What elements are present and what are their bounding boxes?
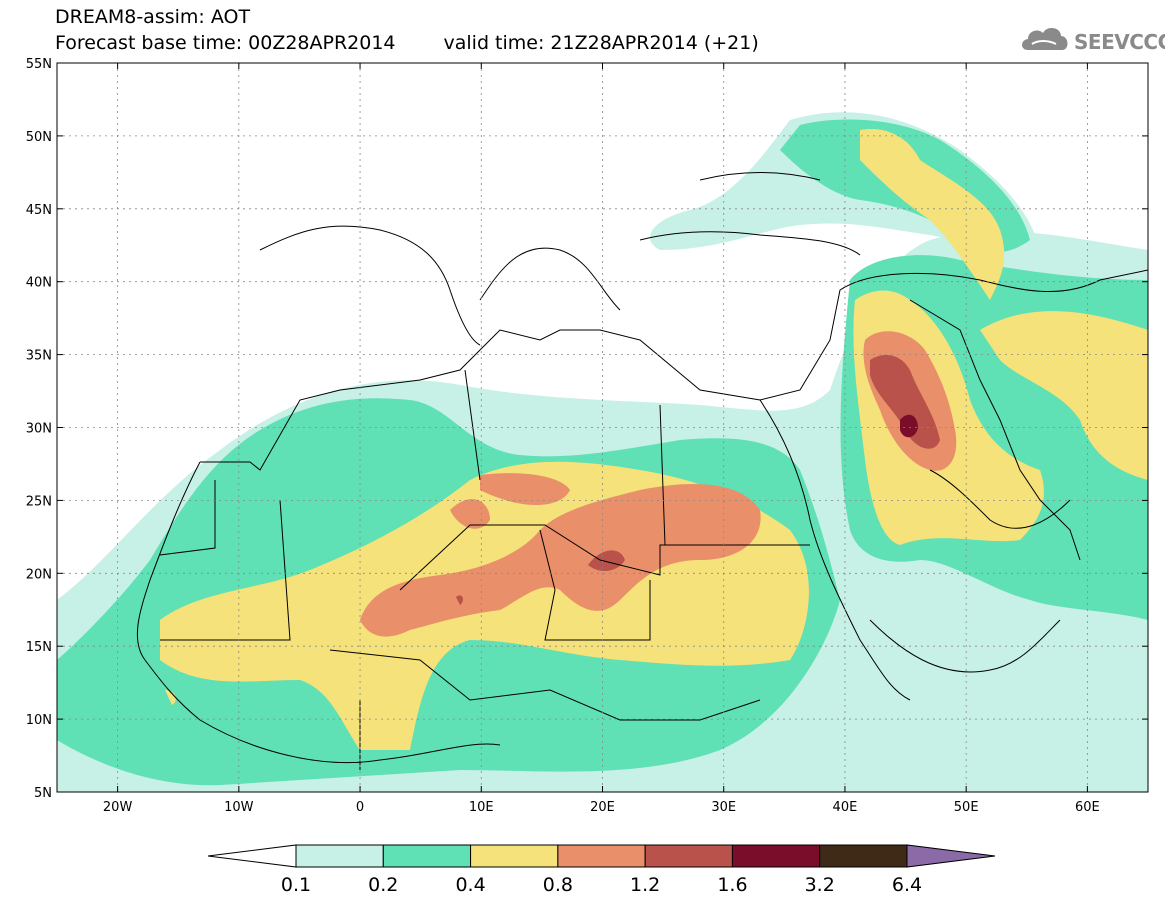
lat-label: 25N bbox=[26, 494, 52, 509]
lat-label: 5N bbox=[34, 786, 52, 801]
colorbar-box bbox=[382, 844, 472, 868]
lon-label: 10E bbox=[469, 800, 494, 815]
colorbar-box bbox=[470, 844, 559, 868]
lon-label: 10W bbox=[224, 800, 254, 815]
colorbar-labels: 0.1 0.2 0.4 0.8 1.2 1.6 3.2 6.4 bbox=[281, 874, 922, 896]
lat-label: 40N bbox=[26, 276, 52, 291]
colorbar bbox=[207, 844, 996, 868]
coastlines bbox=[136, 172, 1148, 770]
colorbar-box bbox=[295, 844, 384, 868]
lat-label: 55N bbox=[26, 57, 52, 72]
aot-contours bbox=[57, 112, 1148, 792]
map-title: DREAM8-assim: AOT bbox=[55, 6, 251, 28]
lat-label: 10N bbox=[26, 713, 52, 728]
forecast-base-time: Forecast base time: 00Z28APR2014 bbox=[55, 32, 396, 54]
colorbar-box bbox=[731, 844, 821, 868]
colorbar-label: 0.4 bbox=[455, 874, 485, 896]
lon-label: 40E bbox=[833, 800, 858, 815]
lat-label: 35N bbox=[26, 349, 52, 364]
colorbar-label: 0.1 bbox=[281, 874, 311, 896]
lon-label: 0 bbox=[356, 800, 364, 815]
colorbar-box bbox=[557, 844, 646, 868]
colorbar-min-arrow bbox=[207, 844, 297, 868]
cloud-icon bbox=[1022, 27, 1068, 50]
lon-label: 20W bbox=[103, 800, 133, 815]
seevccc-logo: SEEVCCC bbox=[1018, 20, 1165, 60]
lon-label: 20E bbox=[590, 800, 615, 815]
lon-label: 30E bbox=[711, 800, 736, 815]
latitude-labels: 55N 50N 45N 40N 35N 30N 25N 20N 15N 10N 5N bbox=[26, 57, 52, 801]
colorbar-box bbox=[644, 844, 733, 868]
lat-label: 30N bbox=[26, 422, 52, 437]
lon-label: 50E bbox=[954, 800, 979, 815]
lon-label: 60E bbox=[1075, 800, 1100, 815]
valid-time: valid time: 21Z28APR2014 (+21) bbox=[443, 32, 759, 54]
longitude-labels: 20W 10W 0 10E 20E 30E 40E 50E 60E bbox=[103, 800, 1100, 815]
lat-label: 45N bbox=[26, 203, 52, 218]
logo-text: SEEVCCC bbox=[1074, 30, 1165, 54]
colorbar-label: 6.4 bbox=[892, 874, 922, 896]
aot-level-1.2 bbox=[456, 355, 940, 605]
colorbar-label: 1.2 bbox=[630, 874, 660, 896]
forecast-times: Forecast base time: 00Z28APR2014 valid ti… bbox=[55, 33, 759, 53]
axis-ticks bbox=[57, 62, 1148, 793]
colorbar-label: 3.2 bbox=[805, 874, 835, 896]
colorbar-max-arrow bbox=[906, 844, 996, 868]
colorbar-box bbox=[819, 844, 908, 868]
colorbar-label: 1.6 bbox=[717, 874, 747, 896]
lat-label: 15N bbox=[26, 640, 52, 655]
aot-level-1.6 bbox=[900, 414, 918, 438]
graticule bbox=[57, 63, 1148, 792]
colorbar-label: 0.8 bbox=[543, 874, 573, 896]
lat-label: 50N bbox=[26, 130, 52, 145]
colorbar-label: 0.2 bbox=[368, 874, 398, 896]
lat-label: 20N bbox=[26, 567, 52, 582]
